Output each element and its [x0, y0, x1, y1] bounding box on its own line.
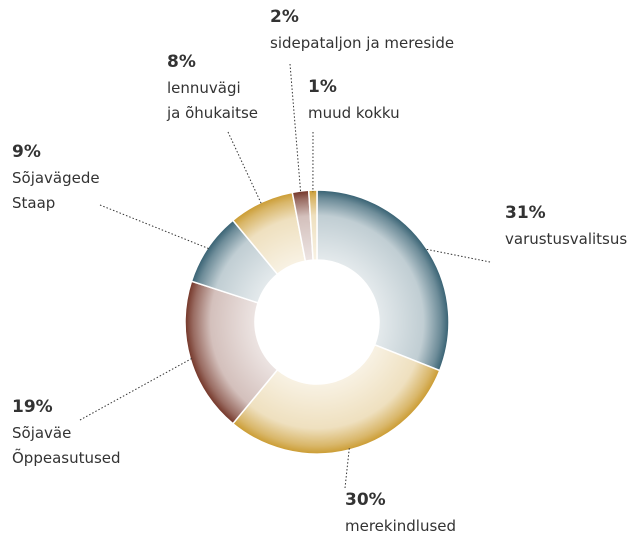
leader-line [79, 357, 193, 421]
value-label: 2% [270, 7, 299, 27]
leader-line [424, 248, 491, 263]
slice-sheen [184, 280, 279, 425]
value-label: 30% [345, 490, 386, 510]
category-label: merekindlused [345, 517, 456, 535]
leader-line [99, 204, 210, 250]
category-label: muud kokku [308, 104, 400, 122]
category-label: Sõjaväe Õppeasutused [12, 424, 121, 467]
slice [231, 191, 307, 276]
slice [231, 343, 441, 455]
value-label: 8% [167, 52, 196, 72]
slice [316, 189, 450, 372]
category-line: ja õhukaitse [166, 104, 258, 122]
category-line: lennuvägi [167, 79, 241, 97]
leader-line [344, 447, 350, 489]
category-line: Õppeasutused [12, 448, 121, 467]
slice [307, 189, 318, 261]
slice [291, 189, 314, 262]
category-line: Staap [12, 194, 55, 212]
category-line: varustusvalitsus [505, 230, 627, 248]
value-label: 19% [12, 397, 53, 417]
category-label: lennuvägi ja õhukaitse [166, 79, 258, 122]
category-line: sidepataljon ja mereside [270, 34, 454, 52]
leader-line [289, 63, 302, 194]
value-label: 9% [12, 142, 41, 162]
value-label: 1% [308, 77, 337, 97]
slice [184, 280, 279, 425]
slice-sheen [307, 189, 318, 261]
slice-sheen [316, 189, 450, 372]
value-label: 31% [505, 203, 546, 223]
category-line: muud kokku [308, 104, 400, 122]
category-label: Sõjavägede Staap [12, 169, 100, 212]
category-label: varustusvalitsus [505, 230, 627, 248]
category-label: sidepataljon ja mereside [270, 34, 454, 52]
category-line: Sõjaväe [12, 424, 71, 442]
category-line: Sõjavägede [12, 169, 100, 187]
slice-sheen [231, 343, 441, 455]
leader-line [227, 131, 263, 205]
category-line: merekindlused [345, 517, 456, 535]
